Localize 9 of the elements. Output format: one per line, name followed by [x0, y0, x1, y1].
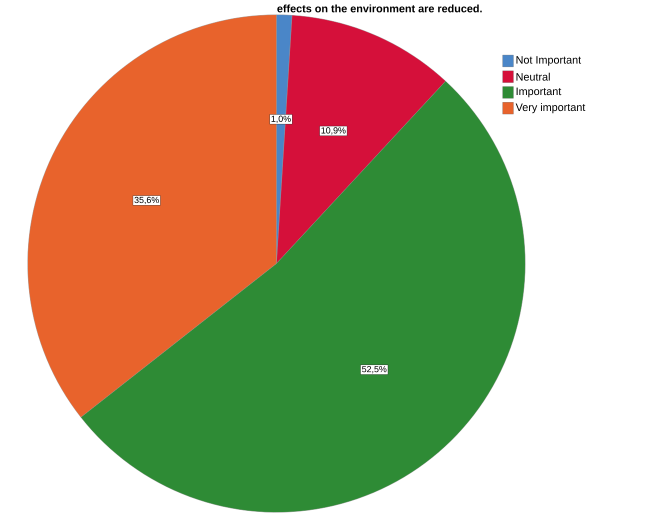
data-label: 35,6%: [134, 196, 159, 204]
data-label: 10,9%: [321, 127, 346, 134]
legend-label: Neutral: [516, 72, 550, 81]
data-label: 52,5%: [362, 366, 386, 374]
data-label: 1,0%: [272, 115, 291, 123]
legend-label: Not Important: [516, 56, 582, 66]
chart-title: effects on the environment are reduced.: [277, 4, 482, 12]
legend-label: Very important: [516, 102, 586, 114]
legend-label: Important: [516, 87, 562, 98]
